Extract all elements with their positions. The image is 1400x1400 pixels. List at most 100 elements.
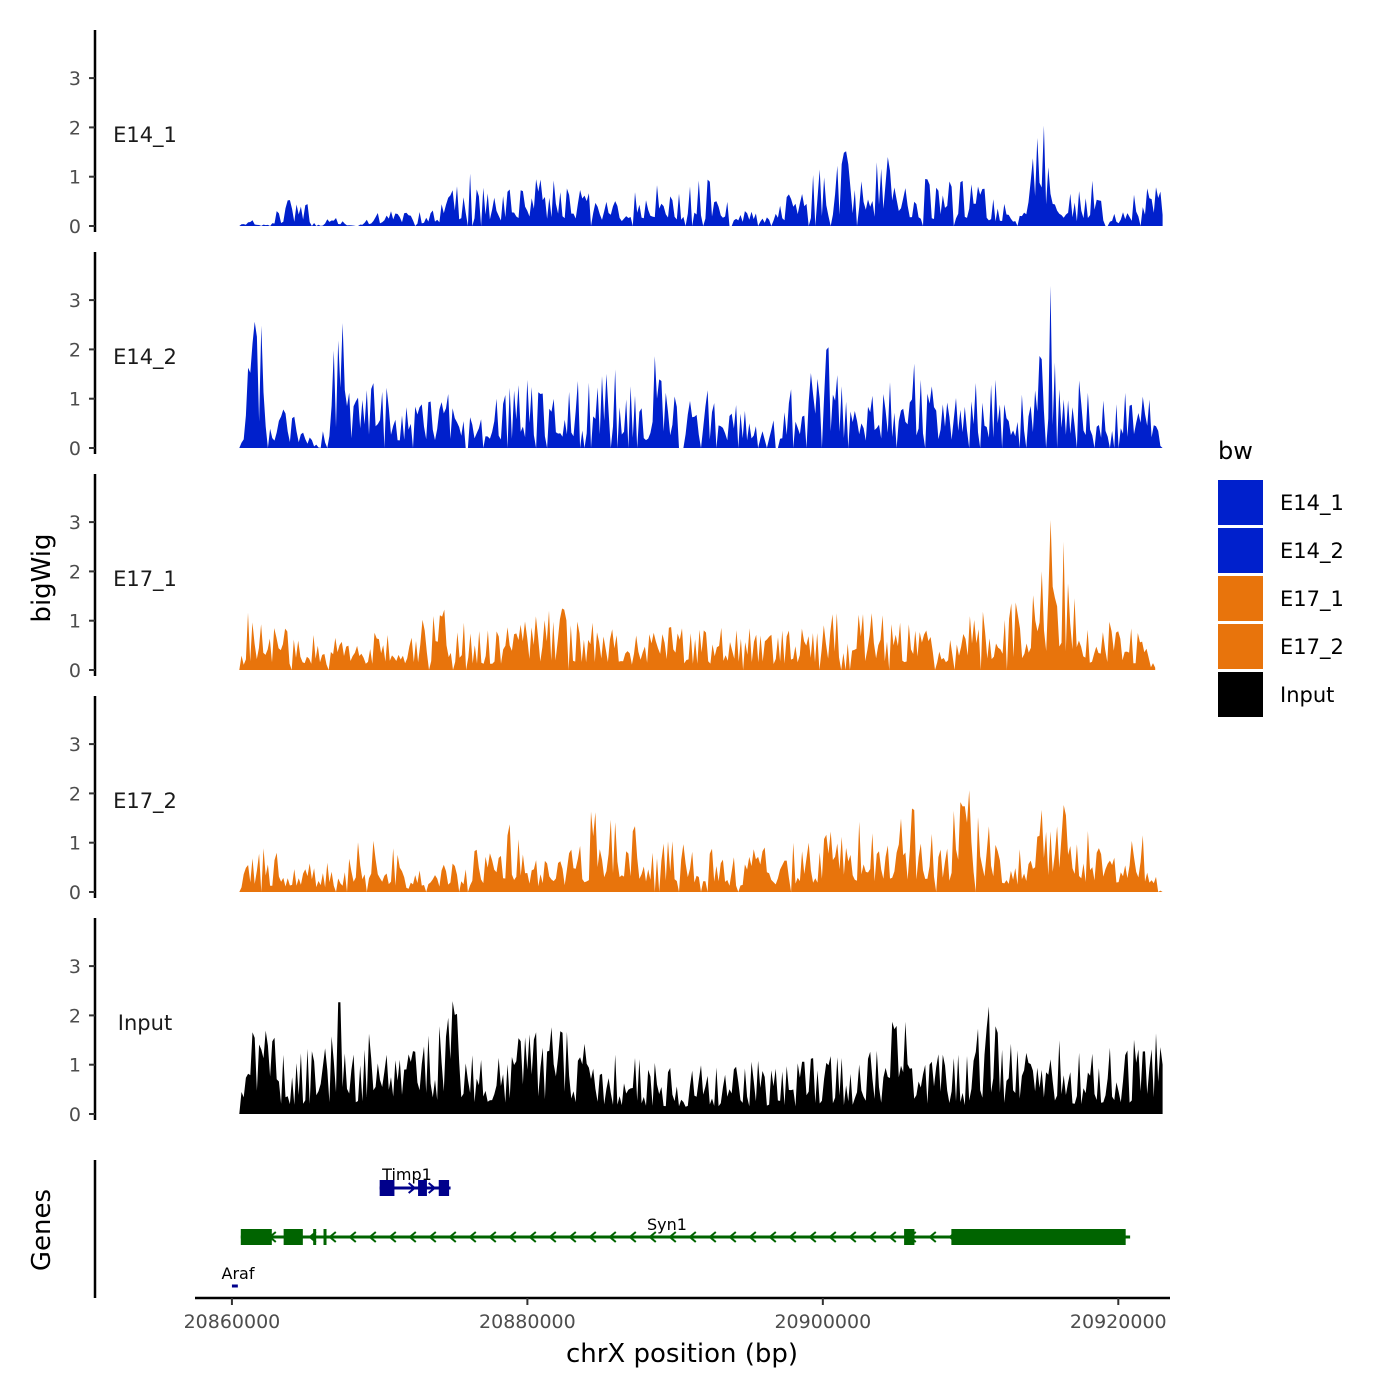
legend-label: E14_1 [1280,491,1344,516]
gene-label-araf: Araf [222,1264,255,1283]
x-axis: 20860000 20880000 20900000 20920000 [184,1296,1170,1333]
strand-arrow [708,1231,717,1243]
x-tick-label: 20860000 [184,1311,281,1333]
y-tick-label: 2 [69,783,81,805]
y-tick-label: 2 [69,339,81,361]
x-tick-label: 20900000 [774,1311,871,1333]
strand-arrow [928,1231,937,1243]
strand-arrow [408,1182,417,1194]
legend-label: E17_1 [1280,587,1344,612]
x-tick-label: 20920000 [1070,1311,1167,1333]
gene-track: Timp1 Syn1 Araf [93,1160,1131,1298]
strand-arrow [848,1231,857,1243]
y-tick-label: 1 [69,1055,81,1077]
legend-label: Input [1280,683,1334,707]
exon [379,1180,395,1196]
strand-arrow [468,1231,477,1243]
y-tick-label: 0 [69,660,81,682]
signal-area-e17-2 [239,790,1163,892]
gene-syn1: Syn1 [240,1215,1131,1245]
strand-arrow [868,1231,877,1243]
exon [904,1229,915,1245]
gene-timp1: Timp1 [379,1165,451,1196]
strand-arrow [768,1231,777,1243]
track-label: E14_1 [113,123,177,148]
strand-arrow [608,1231,617,1243]
strand-arrow [368,1231,377,1243]
strand-arrow [328,1231,337,1243]
strand-arrow [788,1231,797,1243]
track-label: E14_2 [113,345,177,370]
signal-area-e17-1 [239,520,1156,670]
y-tick-label: 3 [69,68,81,90]
y-tick-label: 1 [69,389,81,411]
legend-swatch [1218,528,1263,573]
legend-swatch [1218,672,1263,717]
track-label: Input [118,1011,172,1035]
strand-arrow [408,1231,417,1243]
track-label: E17_1 [113,567,177,592]
gene-track-title: Genes [27,1189,57,1271]
legend-label: E14_2 [1280,539,1344,564]
y-tick-label: 2 [69,117,81,139]
x-tick-label: 20880000 [479,1311,576,1333]
exon [951,1229,1126,1245]
strand-arrow [688,1231,697,1243]
strand-arrow [808,1231,817,1243]
strand-arrow [528,1231,537,1243]
strand-arrow [448,1231,457,1243]
strand-arrow [668,1231,677,1243]
track-e17-2: 0 1 2 3 E17_2 [69,696,1163,904]
strand-arrow [888,1231,897,1243]
track-label: E17_2 [113,789,177,814]
strand-arrow [428,1231,437,1243]
y-tick-label: 3 [69,734,81,756]
strand-arrow [488,1231,497,1243]
track-input: 0 1 2 3 Input [69,918,1163,1126]
exon [291,1229,295,1245]
track-e14-1: 0 1 2 3 E14_1 [69,30,1163,238]
signal-area-e14-1 [239,125,1163,226]
y-tick-label: 0 [69,882,81,904]
legend-swatch [1218,624,1263,669]
y-tick-label: 3 [69,512,81,534]
legend-label: E17_2 [1280,635,1344,660]
legend: bw E14_1 E14_2 E17_1 E17_2 Input [1218,437,1344,717]
strand-arrow [548,1231,557,1243]
exon [323,1229,327,1245]
strand-arrow [568,1231,577,1243]
y-tick-label: 1 [69,167,81,189]
exon [418,1180,427,1196]
legend-swatch [1218,480,1263,525]
exon [313,1229,317,1245]
y-tick-label: 0 [69,438,81,460]
track-e14-2: 0 1 2 3 E14_2 [69,252,1163,460]
signal-area-e14-2 [239,285,1163,448]
strand-arrow [588,1231,597,1243]
strand-arrow [728,1231,737,1243]
gene-araf: Araf [222,1264,255,1288]
strand-arrow [508,1231,517,1243]
strand-arrow [428,1182,437,1194]
y-axis-title: bigWig [27,533,57,622]
strand-arrow [388,1231,397,1243]
exon [438,1180,450,1196]
strand-arrow [628,1231,637,1243]
strand-arrow [348,1231,357,1243]
y-tick-label: 0 [69,1104,81,1126]
track-e17-1: 0 1 2 3 E17_1 [69,474,1156,682]
gene-label-syn1: Syn1 [647,1215,687,1234]
exon [240,1229,272,1245]
y-tick-label: 3 [69,290,81,312]
y-tick-label: 0 [69,216,81,238]
legend-title: bw [1218,437,1253,465]
strand-arrow [748,1231,757,1243]
y-tick-label: 2 [69,1005,81,1027]
y-tick-label: 3 [69,956,81,978]
y-tick-label: 2 [69,561,81,583]
signal-tracks: 0 1 2 3 E14_1 0 1 2 3 E14_2 0 1 2 3 E17_1 0 1 2 3 E17_2 0 1 2 3… [69,30,1163,1126]
signal-area-input [239,1001,1163,1114]
x-axis-title: chrX position (bp) [566,1339,798,1369]
gene-label-timp1: Timp1 [381,1165,432,1184]
